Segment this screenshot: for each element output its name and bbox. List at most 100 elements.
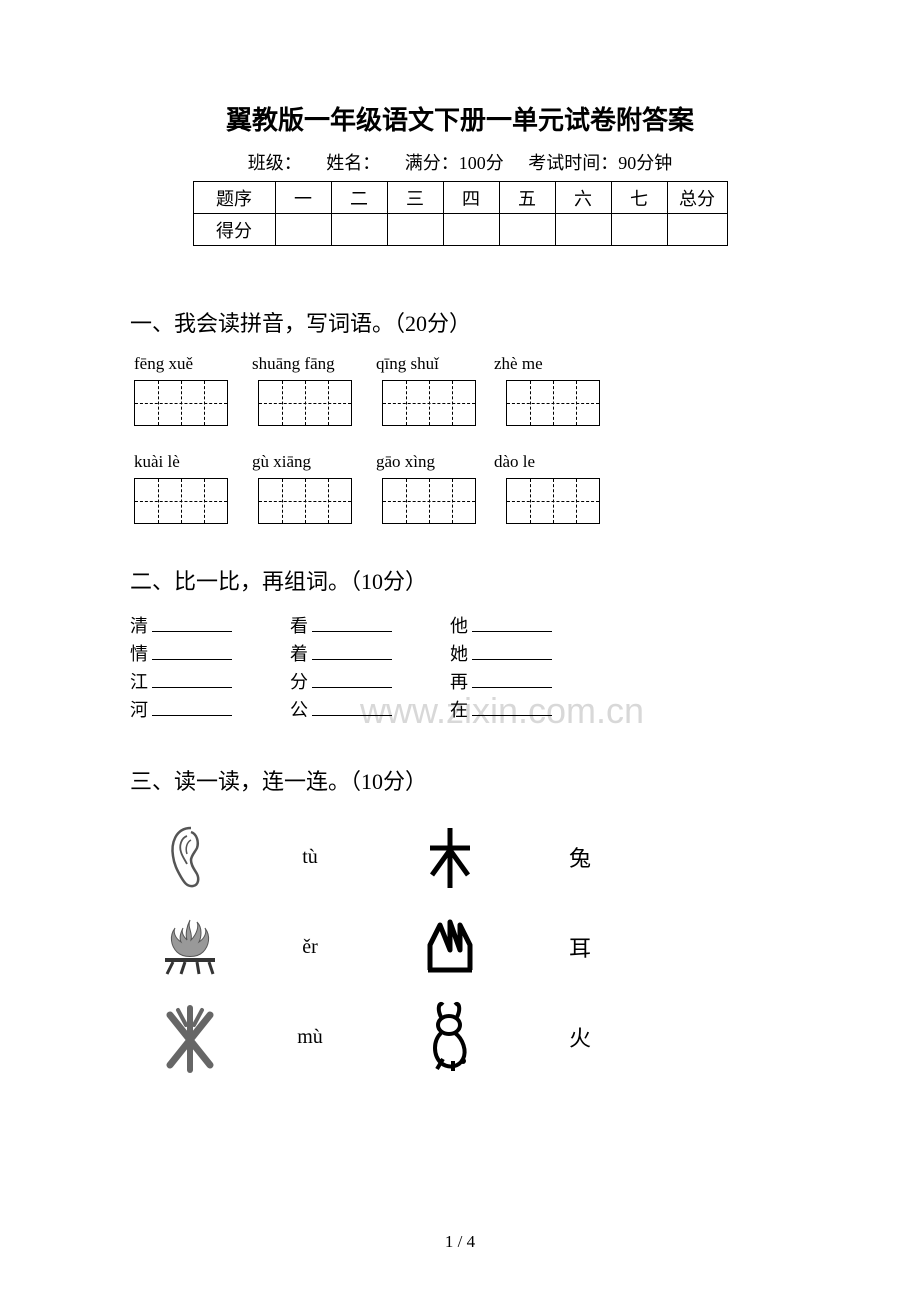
hanzi-label: 耳: [569, 931, 591, 963]
pinyin-label: zhè me: [494, 354, 588, 374]
char: 再: [450, 668, 468, 696]
pinyin-label: shuāng fāng: [252, 354, 352, 374]
char: 看: [290, 612, 308, 640]
char: 在: [450, 696, 468, 724]
doc-title: 翼教版一年级语文下册一单元试卷附答案: [130, 100, 790, 137]
blank-line: [312, 670, 392, 688]
char: 清: [130, 612, 148, 640]
char: 情: [130, 640, 148, 668]
word-pairs: 清 看 他 情 着 她 江 分 再 河 公 在: [130, 612, 790, 724]
col-header: 一: [275, 182, 331, 214]
ear-icon: [163, 822, 218, 892]
pinyin-label: qīng shuǐ: [376, 354, 470, 374]
blank-line: [152, 670, 232, 688]
word-item: 在: [450, 696, 610, 724]
table-row: 题序 一 二 三 四 五 六 七 总分: [193, 182, 727, 214]
pair-row: 清 看 他: [130, 612, 790, 640]
pinyin-label: gāo xìng: [376, 452, 470, 472]
blank-line: [152, 642, 232, 660]
score-cell: [443, 214, 499, 246]
char-box: [258, 478, 352, 524]
word-item: 情: [130, 640, 290, 668]
pinyin-label: dào le: [494, 452, 588, 472]
section1-title: 一、我会读拼音，写词语。（20分）: [130, 306, 790, 338]
score-cell: [611, 214, 667, 246]
score-cell: [499, 214, 555, 246]
char: 她: [450, 640, 468, 668]
word-item: 再: [450, 668, 610, 696]
col-header: 六: [555, 182, 611, 214]
col-header: 五: [499, 182, 555, 214]
sticks-icon: [160, 1000, 220, 1075]
word-item: 清: [130, 612, 290, 640]
score-cell: [275, 214, 331, 246]
pair-row: 江 分 再: [130, 668, 790, 696]
char-boxes-row: [134, 380, 790, 426]
blank-line: [312, 642, 392, 660]
time-label: 考试时间：90分钟: [528, 153, 672, 173]
pair-row: 情 着 她: [130, 640, 790, 668]
pinyin-label: gù xiāng: [252, 452, 352, 472]
score-cell: [387, 214, 443, 246]
score-cell: [667, 214, 727, 246]
blank-line: [152, 698, 232, 716]
blank-line: [472, 614, 552, 632]
word-item: 分: [290, 668, 450, 696]
mountain-glyph-icon: [418, 910, 483, 985]
hanzi-label: 兔: [569, 841, 591, 873]
section2-title: 二、比一比，再组词。（10分）: [130, 564, 790, 596]
section3-title: 三、读一读，连一连。（10分）: [130, 764, 790, 796]
row-label: 得分: [193, 214, 275, 246]
fire-icon: [153, 912, 228, 982]
blank-line: [472, 698, 552, 716]
pinyin-label: kuài lè: [134, 452, 228, 472]
score-cell: [555, 214, 611, 246]
char: 公: [290, 696, 308, 724]
char: 他: [450, 612, 468, 640]
word-item: 江: [130, 668, 290, 696]
info-line: 班级： 姓名： 满分：100分 考试时间：90分钟: [130, 149, 790, 175]
col-header: 四: [443, 182, 499, 214]
char-box: [382, 478, 476, 524]
tree-glyph-icon: [420, 820, 480, 895]
word-item: 他: [450, 612, 610, 640]
table-row: 得分: [193, 214, 727, 246]
blank-line: [312, 698, 392, 716]
pinyin-label: ěr: [302, 936, 318, 959]
char: 着: [290, 640, 308, 668]
score-cell: [331, 214, 387, 246]
blank-line: [472, 670, 552, 688]
char-box: [506, 380, 600, 426]
word-item: 公: [290, 696, 450, 724]
name-label: 姓名：: [326, 153, 380, 173]
word-item: 着: [290, 640, 450, 668]
char-box: [134, 478, 228, 524]
char-box: [506, 478, 600, 524]
score-table: 题序 一 二 三 四 五 六 七 总分 得分: [193, 181, 728, 246]
char-box: [258, 380, 352, 426]
pinyin-row: fēng xuě shuāng fāng qīng shuǐ zhè me: [134, 354, 790, 374]
col-header: 总分: [667, 182, 727, 214]
matching-grid: tù 兔 ěr 耳: [130, 812, 790, 1082]
char: 分: [290, 668, 308, 696]
blank-line: [472, 642, 552, 660]
col-header: 七: [611, 182, 667, 214]
col-header: 二: [331, 182, 387, 214]
row-label: 题序: [193, 182, 275, 214]
page-number: 1 / 4: [0, 1232, 920, 1252]
char-box: [382, 380, 476, 426]
pair-row: 河 公 在: [130, 696, 790, 724]
word-item: 河: [130, 696, 290, 724]
word-item: 她: [450, 640, 610, 668]
col-header: 三: [387, 182, 443, 214]
char-boxes-row: [134, 478, 790, 524]
rabbit-glyph-icon: [423, 997, 478, 1077]
blank-line: [312, 614, 392, 632]
class-label: 班级：: [248, 153, 302, 173]
pinyin-label: tù: [302, 846, 318, 869]
char: 江: [130, 668, 148, 696]
word-item: 看: [290, 612, 450, 640]
blank-line: [152, 614, 232, 632]
hanzi-label: 火: [569, 1021, 591, 1053]
pinyin-label: fēng xuě: [134, 354, 228, 374]
